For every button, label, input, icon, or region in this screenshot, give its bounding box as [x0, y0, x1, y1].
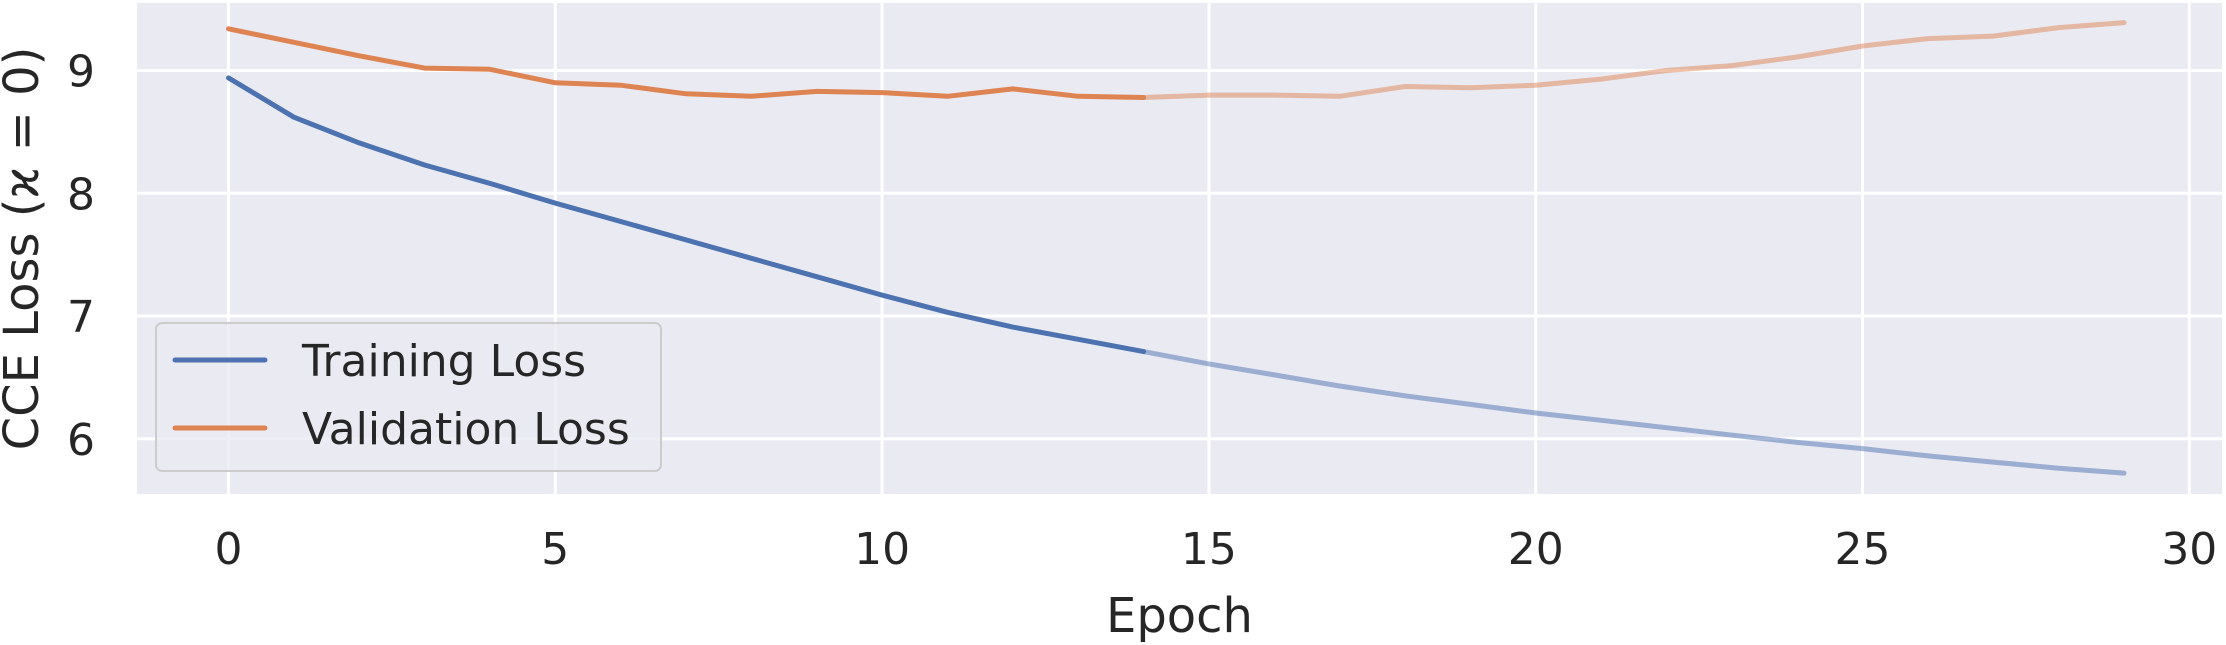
series-layer — [226, 20, 2127, 476]
y-tick-label: 7 — [67, 292, 95, 343]
y-tick-label: 9 — [67, 47, 95, 98]
legend-box — [155, 322, 662, 472]
training-loss-line — [226, 75, 1147, 355]
y-axis-label: CCE Loss (ϰ = 0) — [0, 47, 50, 451]
x-tick-label: 10 — [854, 524, 910, 575]
y-tick-label: 6 — [67, 415, 95, 466]
x-tick-label: 15 — [1181, 524, 1237, 575]
y-tick-label: 8 — [67, 169, 95, 220]
training-loss-line-faded — [1141, 349, 2127, 476]
tick-labels: 0 5 10 15 20 25 30 6 7 8 9 — [67, 47, 2217, 575]
validation-loss-line — [226, 26, 1147, 100]
x-tick-label: 30 — [2161, 524, 2217, 575]
x-axis-label: Epoch — [1106, 588, 1253, 644]
x-tick-label: 0 — [215, 524, 243, 575]
legend: Training Loss Validation Loss — [155, 322, 662, 472]
x-tick-label: 20 — [1508, 524, 1564, 575]
x-tick-label: 25 — [1835, 524, 1891, 575]
x-tick-label: 5 — [541, 524, 569, 575]
legend-label-training: Training Loss — [301, 336, 586, 387]
legend-label-validation: Validation Loss — [302, 404, 630, 455]
validation-loss-line-faded — [1141, 20, 2127, 100]
